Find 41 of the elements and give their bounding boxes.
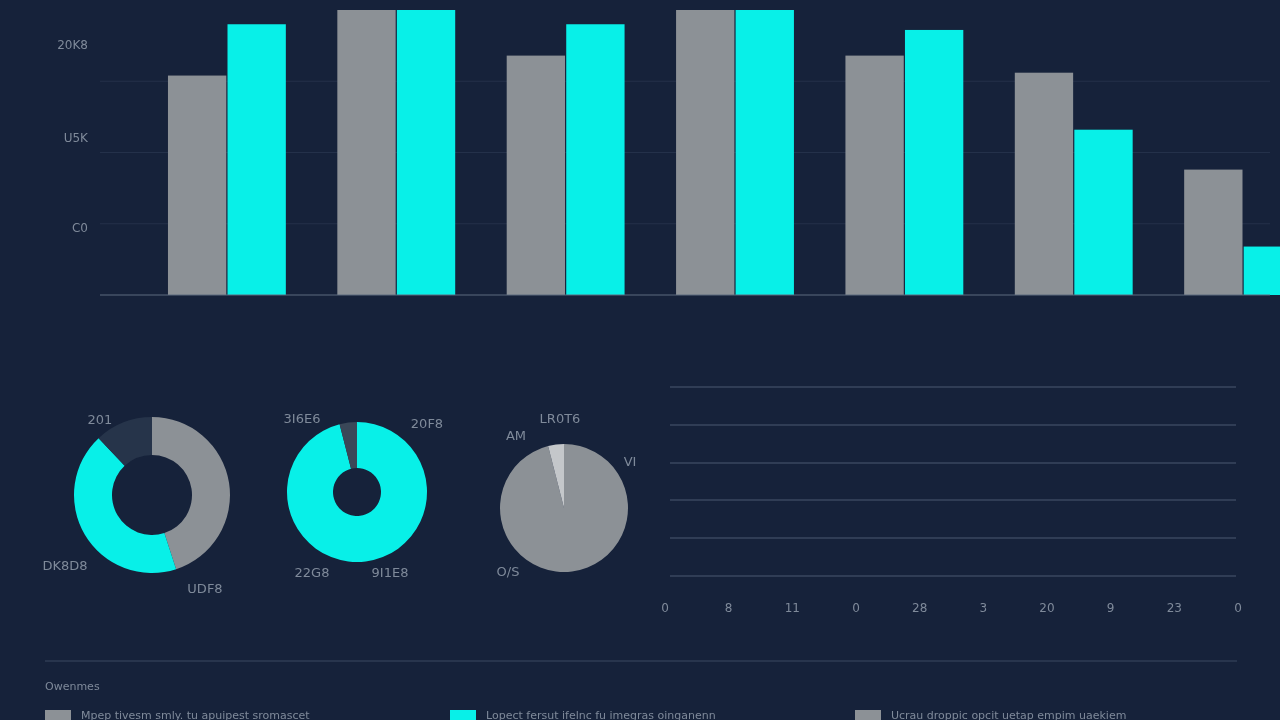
text: 201 bbox=[87, 412, 113, 427]
text: 3 bbox=[979, 601, 988, 615]
text: U5K bbox=[63, 131, 90, 145]
text: 28 bbox=[912, 601, 928, 615]
text: 22G8 bbox=[294, 565, 330, 580]
bar bbox=[1184, 169, 1243, 295]
text: C0 bbox=[71, 221, 88, 235]
bar bbox=[845, 55, 904, 295]
text: 23 bbox=[1166, 601, 1182, 615]
text: 9I1E8 bbox=[371, 565, 409, 580]
bar bbox=[904, 29, 964, 295]
pie-slice bbox=[548, 444, 564, 508]
text: LR0T6 bbox=[539, 411, 581, 426]
donut-slice bbox=[152, 417, 230, 570]
bar bbox=[735, 10, 794, 295]
text: O/S bbox=[496, 564, 520, 579]
bar bbox=[506, 55, 566, 295]
bar bbox=[227, 24, 286, 295]
bar bbox=[566, 24, 625, 295]
text: AM bbox=[505, 428, 527, 443]
bar bbox=[396, 10, 456, 295]
text: 20 bbox=[1039, 601, 1055, 615]
text: DK8D8 bbox=[42, 558, 88, 573]
text: UDF8 bbox=[187, 581, 223, 596]
bar bbox=[337, 10, 396, 295]
text: 9 bbox=[1106, 601, 1115, 615]
text: 8 bbox=[724, 601, 733, 615]
bar bbox=[1014, 72, 1074, 295]
text: VI bbox=[623, 454, 637, 469]
text: 20K8 bbox=[57, 38, 88, 52]
text: 3I6E6 bbox=[283, 411, 321, 426]
text: 0 bbox=[661, 601, 669, 615]
text: 0 bbox=[1234, 601, 1242, 615]
bar bbox=[1074, 129, 1133, 295]
text: 0 bbox=[852, 601, 860, 615]
bar bbox=[676, 10, 735, 295]
donut-slice bbox=[339, 422, 357, 469]
text: 20F8 bbox=[410, 416, 444, 431]
text: 11 bbox=[784, 601, 800, 615]
legend-title: Owenmes bbox=[45, 680, 100, 693]
bar bbox=[167, 75, 227, 295]
